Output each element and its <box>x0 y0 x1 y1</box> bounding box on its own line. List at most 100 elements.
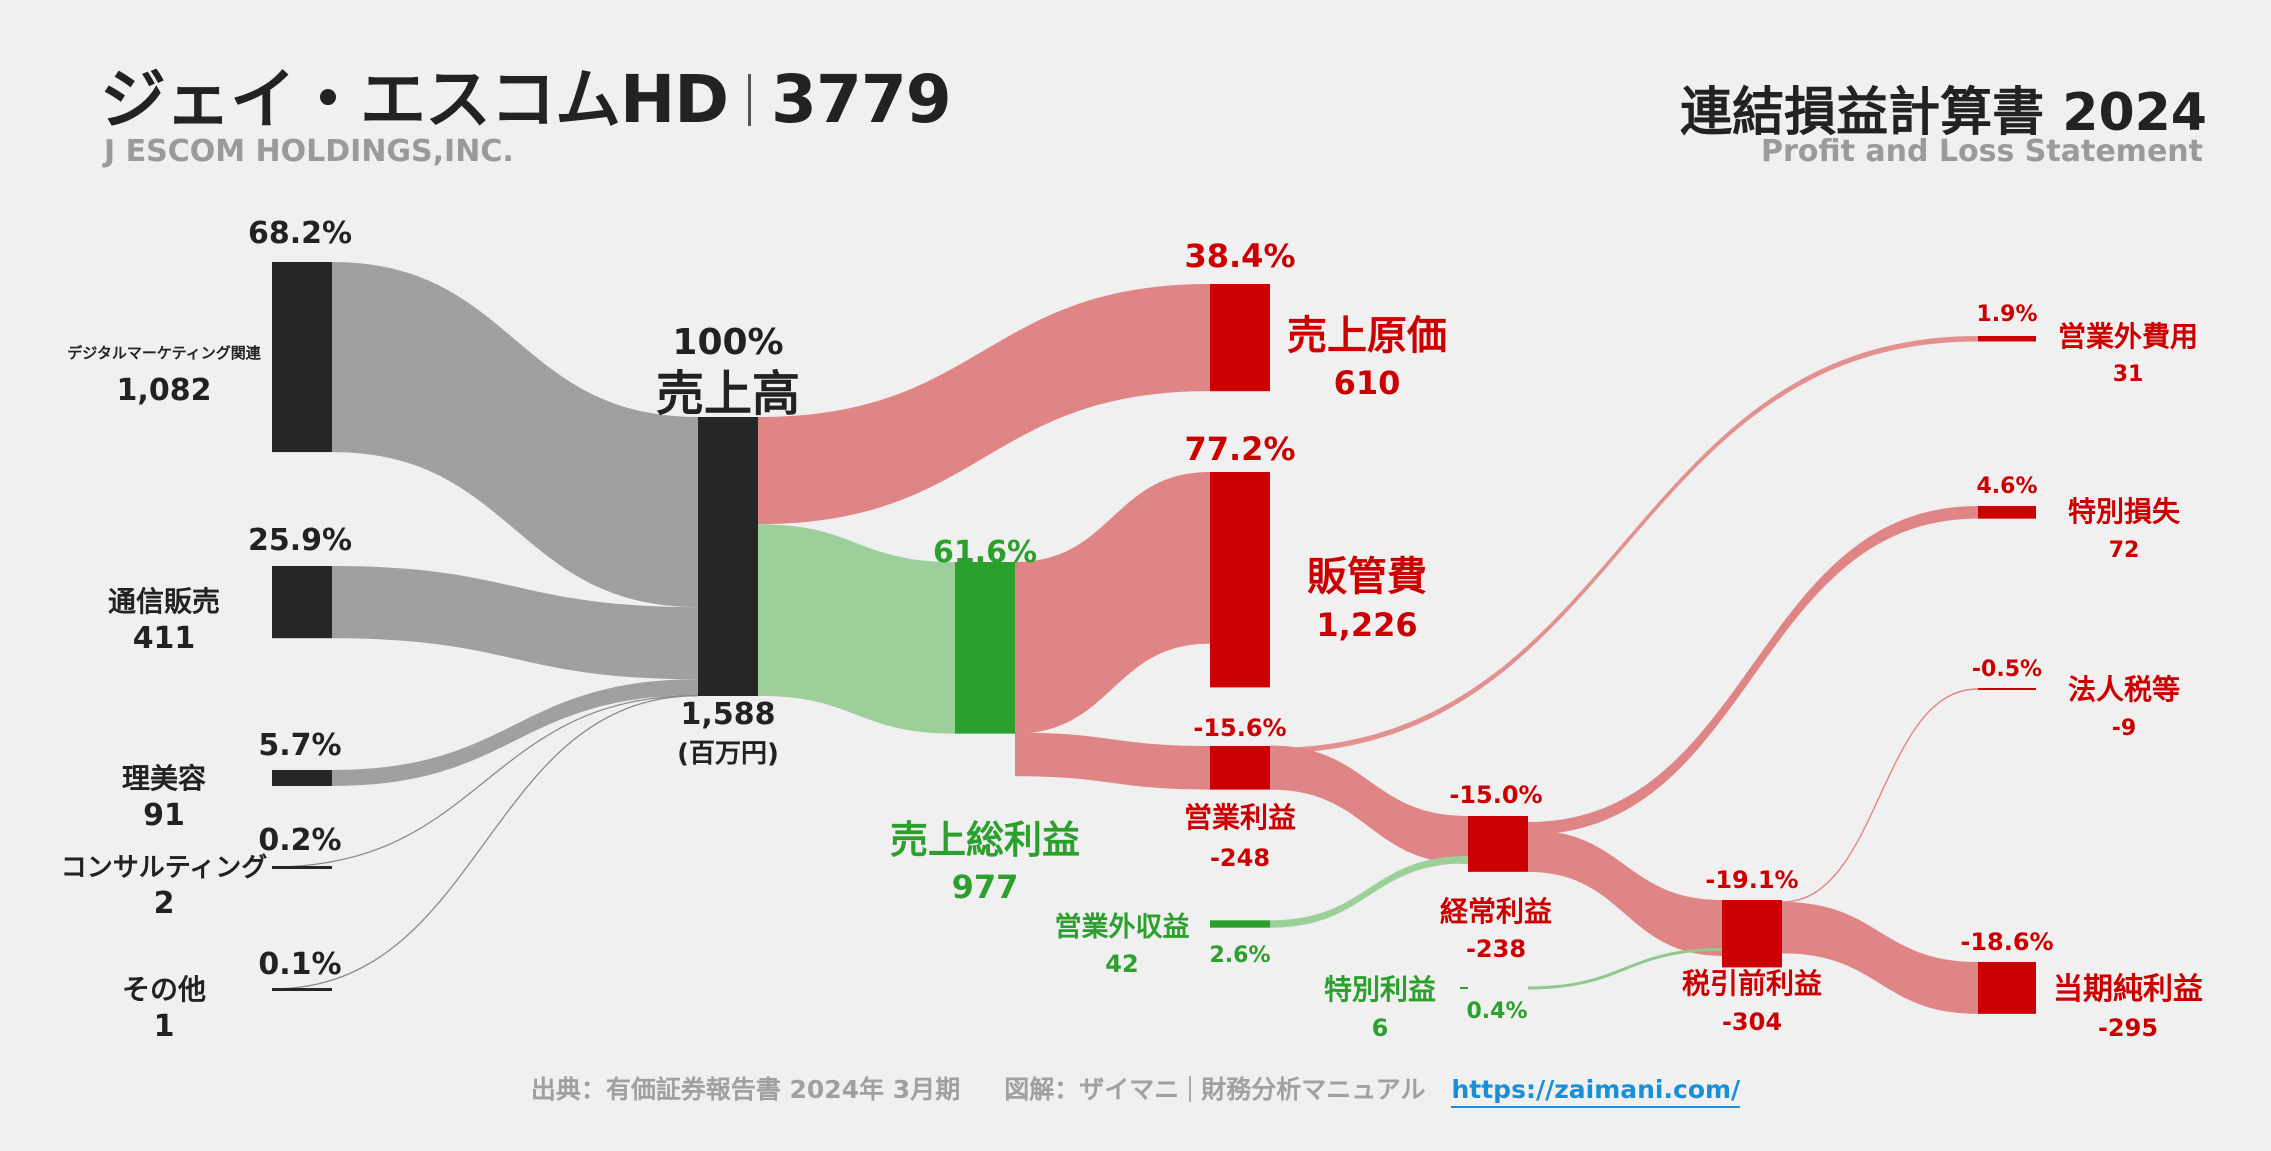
node-value-gross: 977 <box>952 868 1019 906</box>
node-label-nonop_exp: 営業外費用 <box>2058 320 2198 353</box>
node-label-ordinary: 経常利益 <box>1440 895 1552 928</box>
node-pct-consult: 0.2% <box>258 823 341 858</box>
footer-separator <box>1189 1076 1192 1102</box>
node-label-tsushin: 通信販売 <box>108 585 220 618</box>
footer-source: 出典：有価証券報告書 2024年 3月期 <box>530 1075 961 1104</box>
flow-revenue-to-gross <box>758 524 955 734</box>
node-value-consult: 2 <box>154 886 175 921</box>
node-nonop_exp <box>1978 336 2036 342</box>
flow-digital-to-revenue <box>332 262 698 608</box>
node-pct-nonop_exp: 1.9% <box>1976 302 2037 327</box>
node-pretax <box>1722 900 1782 968</box>
company-name: ジェイ・エスコムHD <box>100 61 729 138</box>
node-value-ext_loss: 72 <box>2109 538 2140 563</box>
node-nonop_inc <box>1210 920 1270 928</box>
node-label-ext_gain: 特別利益 <box>1324 973 1436 1006</box>
node-value-revenue: 1,588 <box>681 697 776 732</box>
flow-ext-gain-to-pretax <box>1527 947 1723 990</box>
node-value-ordinary: -238 <box>1466 935 1526 963</box>
node-consult <box>272 866 332 869</box>
flow-ordinary-to-pretax <box>1528 830 1722 956</box>
company-title: ジェイ・エスコムHD 3779 <box>100 46 952 142</box>
node-label-pretax: 税引前利益 <box>1682 967 1822 1000</box>
node-ribiyo <box>272 770 332 786</box>
node-value-op: -248 <box>1210 844 1270 872</box>
node-digital <box>272 262 332 453</box>
node-pct-gross: 61.6% <box>933 535 1037 570</box>
node-value-ribiyo: 91 <box>143 798 185 833</box>
flow-gross-to-sga <box>1015 472 1210 734</box>
statement-subtitle: Profit and Loss Statement <box>1760 134 2203 169</box>
node-value-cogs: 610 <box>1334 364 1401 402</box>
flow-pretax-to-net <box>1782 902 1978 1014</box>
node-pct-ext_gain: 0.4% <box>1466 999 1527 1024</box>
flow-consult-to-revenue <box>271 694 699 868</box>
node-value-pretax: -304 <box>1722 1008 1782 1036</box>
flow-other-to-revenue <box>271 695 699 990</box>
node-label-sga: 販管費 <box>1307 554 1427 600</box>
node-pct-pretax: -19.1% <box>1705 866 1798 894</box>
node-value-digital: 1,082 <box>117 373 212 408</box>
node-ext_gain <box>1460 987 1468 989</box>
node-other <box>272 988 332 991</box>
node-pct-other: 0.1% <box>258 947 341 982</box>
node-value-tax: -9 <box>2112 716 2136 741</box>
node-pct-cogs: 38.4% <box>1184 237 1295 275</box>
flow-pretax-to-tax <box>1781 688 1979 903</box>
flow-op-to-ordinary <box>1270 745 1468 864</box>
node-value-nonop_exp: 31 <box>2113 362 2144 387</box>
node-pct-op: -15.6% <box>1193 714 1286 742</box>
node-net <box>1978 962 2036 1014</box>
node-pct-nonop_inc: 2.6% <box>1209 943 1270 968</box>
flow-revenue-to-cogs <box>758 284 1210 525</box>
flow-ribiyo-to-revenue <box>332 679 698 786</box>
statement-title: 連結損益計算書 2024 <box>1680 83 2207 143</box>
node-pct-sga: 77.2% <box>1184 430 1295 468</box>
node-revenue <box>698 417 758 696</box>
footer-credit-2: 財務分析マニュアル <box>1201 1075 1426 1104</box>
node-sga <box>1210 472 1270 688</box>
node-pct-net: -18.6% <box>1960 928 2053 956</box>
node-label-op: 営業利益 <box>1184 801 1296 834</box>
node-pct-digital: 68.2% <box>248 216 352 251</box>
node-pct-tax: -0.5% <box>1972 657 2042 682</box>
revenue-unit: (百万円) <box>677 739 779 769</box>
node-label-revenue: 売上高 <box>656 366 800 422</box>
node-label-ext_loss: 特別損失 <box>2068 495 2181 528</box>
node-label-net: 当期純利益 <box>2053 972 2203 1007</box>
node-pct-ext_loss: 4.6% <box>1976 474 2037 499</box>
node-gross <box>955 562 1015 734</box>
flow-tsushin-to-revenue <box>332 566 698 680</box>
node-cogs <box>1210 284 1270 392</box>
node-op <box>1210 746 1270 790</box>
footer: 出典：有価証券報告書 2024年 3月期 図解：ザイマニ 財務分析マニュアル http… <box>0 1070 2271 1108</box>
node-ext_loss <box>1978 506 2036 519</box>
node-value-nonop_inc: 42 <box>1105 950 1138 978</box>
node-value-ext_gain: 6 <box>1372 1014 1389 1042</box>
flow-op-to-sga <box>1015 732 1210 790</box>
flow-nonop-income-to-ordinary <box>1270 856 1468 928</box>
node-label-tax: 法人税等 <box>2068 673 2180 706</box>
node-tsushin <box>272 566 332 639</box>
node-label-digital: デジタルマーケティング関連 <box>67 344 262 362</box>
node-pct-ordinary: -15.0% <box>1449 781 1542 809</box>
company-code: 3779 <box>771 61 952 138</box>
node-pct-revenue: 100% <box>672 322 783 363</box>
node-ordinary <box>1468 816 1528 872</box>
title-separator <box>748 74 752 126</box>
node-label-ribiyo: 理美容 <box>122 762 206 795</box>
footer-url-link[interactable]: https://zaimani.com/ <box>1451 1075 1741 1108</box>
node-value-tsushin: 411 <box>133 621 196 656</box>
flow-ordinary-to-ext-loss <box>1528 506 1978 835</box>
node-label-gross: 売上総利益 <box>890 818 1080 862</box>
node-pct-tsushin: 25.9% <box>248 523 352 558</box>
node-tax <box>1978 688 2036 690</box>
node-value-other: 1 <box>154 1009 175 1044</box>
node-label-consult: コンサルティング <box>61 853 267 883</box>
node-label-other: その他 <box>122 973 206 1006</box>
node-value-net: -295 <box>2098 1014 2158 1042</box>
company-english-name: J ESCOM HOLDINGS,INC. <box>104 134 514 169</box>
node-label-cogs: 売上原価 <box>1287 313 1447 359</box>
flow-op-to-nonop-expense <box>1270 336 1978 754</box>
